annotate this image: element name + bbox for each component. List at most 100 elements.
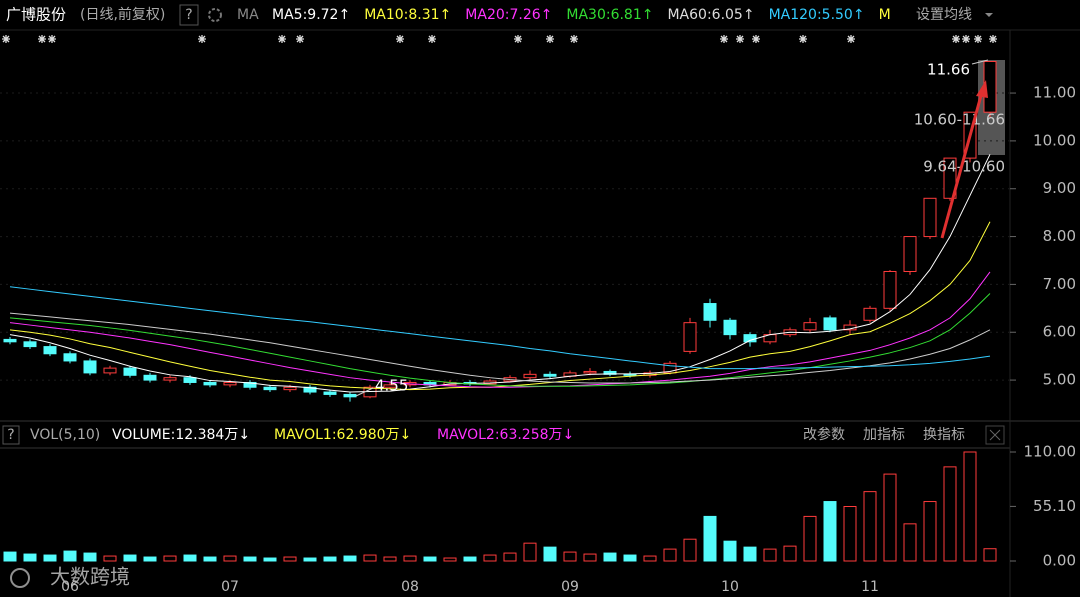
candle-body <box>883 270 897 309</box>
volume-bar <box>503 552 517 562</box>
volume-bar <box>963 451 977 562</box>
trend-arrow <box>940 91 984 239</box>
candle-body <box>43 346 57 355</box>
volume-bar <box>143 556 157 562</box>
watermark-icon <box>10 568 30 588</box>
event-marker <box>570 35 578 43</box>
volume-bar <box>63 550 77 562</box>
low-pointer <box>355 387 374 397</box>
volume-bar <box>463 556 477 562</box>
candle-body <box>323 391 337 395</box>
candle-body <box>163 377 177 381</box>
ma-legend: MA10:8.31↑ <box>364 7 451 23</box>
volume-bar <box>783 545 797 562</box>
candle-body <box>923 197 937 238</box>
y-tick-label: 5.00 <box>1043 371 1076 389</box>
candle-body <box>523 373 537 379</box>
candle-body <box>143 374 157 381</box>
candle-body <box>543 373 557 377</box>
dropdown-icon[interactable] <box>985 13 993 17</box>
event-marker <box>799 35 807 43</box>
candle-body <box>103 367 117 374</box>
event-marker <box>38 35 46 43</box>
ma-line <box>9 154 991 393</box>
event-marker <box>962 35 970 43</box>
ma-legend: MA5:9.72↑ <box>272 7 350 23</box>
volume-bar <box>43 554 57 562</box>
gear-icon[interactable] <box>208 8 222 22</box>
settings[interactable]: 设置均线 <box>916 7 972 23</box>
x-tick-label: 09 <box>561 579 579 595</box>
help-box[interactable] <box>179 4 199 26</box>
x-tick-label: 08 <box>401 579 419 595</box>
volume-bar <box>743 546 757 562</box>
volume-bar <box>943 466 957 562</box>
volume-bar <box>303 557 317 562</box>
volume-bar <box>183 554 197 562</box>
volume-bar <box>323 556 337 562</box>
volume-bar <box>403 555 417 562</box>
x-tick-label: 06 <box>61 579 79 595</box>
ma-legend: MA20:7.26↑ <box>465 7 552 23</box>
button[interactable]: 换指标 <box>923 426 965 443</box>
event-marker <box>278 35 286 43</box>
low-label: 4.55 <box>375 377 408 395</box>
volume-bar <box>663 548 677 562</box>
volume-bar <box>283 556 297 562</box>
event-marker <box>952 35 960 43</box>
vol-help[interactable]: ? <box>7 427 14 443</box>
candle-body <box>283 386 297 391</box>
high-label: 11.66 <box>927 61 970 79</box>
candle-body <box>83 360 97 374</box>
volume-bar <box>563 551 577 562</box>
volume-bar <box>423 556 437 562</box>
y-tick-label: 10.00 <box>1033 131 1076 149</box>
volume-bar <box>263 557 277 562</box>
volume-bar <box>763 548 777 562</box>
candle-body <box>383 384 397 388</box>
close-icon[interactable] <box>989 429 1001 441</box>
volume-bar <box>123 554 137 562</box>
candle-body <box>943 157 957 199</box>
vol-tick-label: 110.00 <box>1024 443 1077 461</box>
high-pointer <box>971 59 989 65</box>
help[interactable]: ? <box>185 7 192 23</box>
candle-body <box>23 341 37 348</box>
ma-line <box>9 271 991 388</box>
event-marker <box>546 35 554 43</box>
volume-bar <box>723 540 737 562</box>
event-marker <box>720 35 728 43</box>
event-marker <box>736 35 744 43</box>
y-tick-label: 8.00 <box>1043 227 1076 245</box>
volume-bar <box>703 515 717 562</box>
event-marker <box>296 35 304 43</box>
vol-tick-label: 55.10 <box>1033 497 1076 515</box>
candle-body <box>203 381 217 386</box>
volume-value: VOLUME:12.384万↓ <box>112 427 250 443</box>
trend-arrowhead <box>976 80 988 98</box>
candle-body <box>703 303 717 321</box>
ma-line <box>9 221 991 391</box>
button[interactable]: 改参数 <box>803 426 845 443</box>
ma-legend: MA30:6.81↑ <box>566 7 653 23</box>
candle-body <box>823 317 837 331</box>
volume-bar <box>103 555 117 562</box>
volume-bar <box>443 557 457 562</box>
button[interactable]: 加指标 <box>863 427 905 443</box>
help-box[interactable] <box>2 425 20 445</box>
y-tick-label: 7.00 <box>1043 275 1076 293</box>
volume-bar <box>543 546 557 562</box>
candle-body <box>263 386 277 391</box>
x-tick-label: 11 <box>861 579 879 595</box>
close-box[interactable] <box>985 425 1005 445</box>
event-marker <box>974 35 982 43</box>
x-tick-label: 10 <box>721 579 739 595</box>
candle-body <box>63 353 77 362</box>
candle-body <box>723 319 737 336</box>
ma-line <box>9 293 991 387</box>
volume-bar <box>363 554 377 562</box>
volume-bar <box>923 501 937 562</box>
event-marker <box>514 35 522 43</box>
volume-bar <box>983 548 997 562</box>
